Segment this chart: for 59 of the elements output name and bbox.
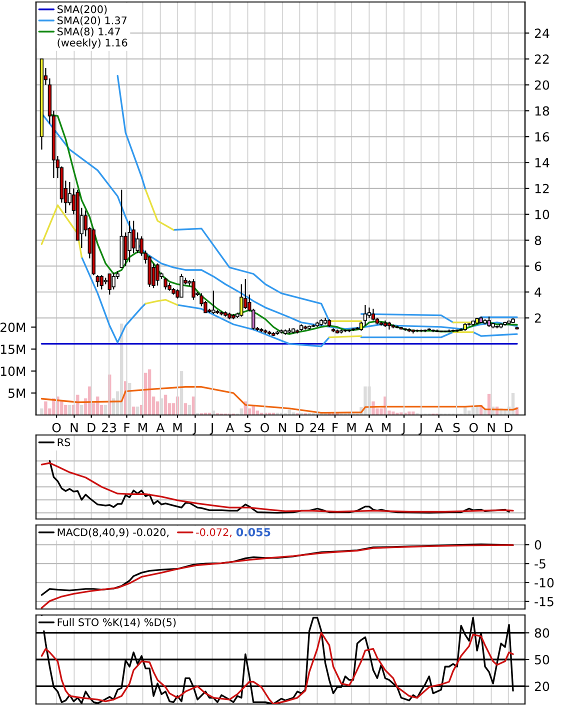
x-tick-label: F xyxy=(332,423,338,432)
y-tick-label: -10 xyxy=(534,578,554,588)
y2-tick-label: 15M xyxy=(0,344,26,354)
legend-label: Full STO %K(14) %D(5) xyxy=(58,618,176,628)
text: MACD(8,40,9) -0.020, xyxy=(58,528,168,538)
y-tick-label: -5 xyxy=(534,559,546,569)
y-tick-label: 22 xyxy=(534,54,549,64)
y2-tick-label: 10M xyxy=(0,366,26,376)
y-tick-label: -15 xyxy=(534,597,554,606)
y-tick-label: 0 xyxy=(534,540,542,550)
x-tick-label: D xyxy=(88,423,96,432)
x-tick-label: A xyxy=(226,423,234,432)
legend-label: RS xyxy=(58,438,70,446)
y-tick-label: 10 xyxy=(535,210,550,220)
x-tick-label: J xyxy=(192,423,196,435)
x-tick-label: A xyxy=(365,423,374,432)
y-tick-label: 20 xyxy=(534,80,550,90)
x-tick-label: A xyxy=(434,423,444,432)
legend-label: -0.072, xyxy=(196,528,232,538)
legend-label: SMA(200) xyxy=(58,5,107,14)
y-tick-label: 8 xyxy=(534,236,542,246)
y-tick-label: 14 xyxy=(535,158,550,168)
y2-tick-label: 20M xyxy=(0,322,26,332)
x-tick-label: 24 xyxy=(310,422,325,432)
y-tick-label: 16 xyxy=(535,132,550,142)
x-tick-label: O xyxy=(469,422,478,432)
x-tick-label: A xyxy=(156,423,165,432)
x-tick-label: S xyxy=(453,422,460,432)
legend-label: SMA(8) 1.47 xyxy=(58,27,120,37)
y-tick-label: 4 xyxy=(534,288,542,297)
x-tick-label: J xyxy=(210,423,213,435)
y-tick-label: 6 xyxy=(534,262,542,272)
x-tick-label: J xyxy=(418,423,422,435)
y-tick-label: 2 xyxy=(534,313,541,323)
y-tick-label: 12 xyxy=(535,184,549,194)
x-tick-label: J xyxy=(402,423,405,435)
x-tick-label: 23 xyxy=(102,422,116,432)
x-tick-label: D xyxy=(296,423,304,432)
annotation: 0.055 xyxy=(236,528,270,536)
y-tick-label: 20 xyxy=(534,682,550,692)
y-tick-label: 18 xyxy=(535,106,550,116)
x-tick-label: D xyxy=(504,423,513,432)
x-tick-label: N xyxy=(279,423,286,432)
x-tick-label: O xyxy=(52,422,61,432)
x-tick-label: F xyxy=(124,423,130,432)
y-tick-label: 80 xyxy=(534,628,550,638)
x-tick-label: N xyxy=(488,423,495,432)
x-tick-label: S xyxy=(244,422,251,432)
y-tick-label: 24 xyxy=(534,28,550,38)
y-tick-label: 50 xyxy=(534,654,550,664)
x-tick-label: M xyxy=(173,423,182,432)
x-tick-label: M xyxy=(138,423,147,432)
x-tick-label: M xyxy=(382,423,391,432)
series-label: (weekly) 1.16 xyxy=(58,38,128,49)
x-tick-label: N xyxy=(70,423,78,432)
x-tick-label: M xyxy=(347,423,356,432)
x-tick-label: O xyxy=(260,422,270,432)
legend-label: SMA(20) 1.37 xyxy=(58,16,127,26)
y2-tick-label: 5M xyxy=(8,388,26,398)
